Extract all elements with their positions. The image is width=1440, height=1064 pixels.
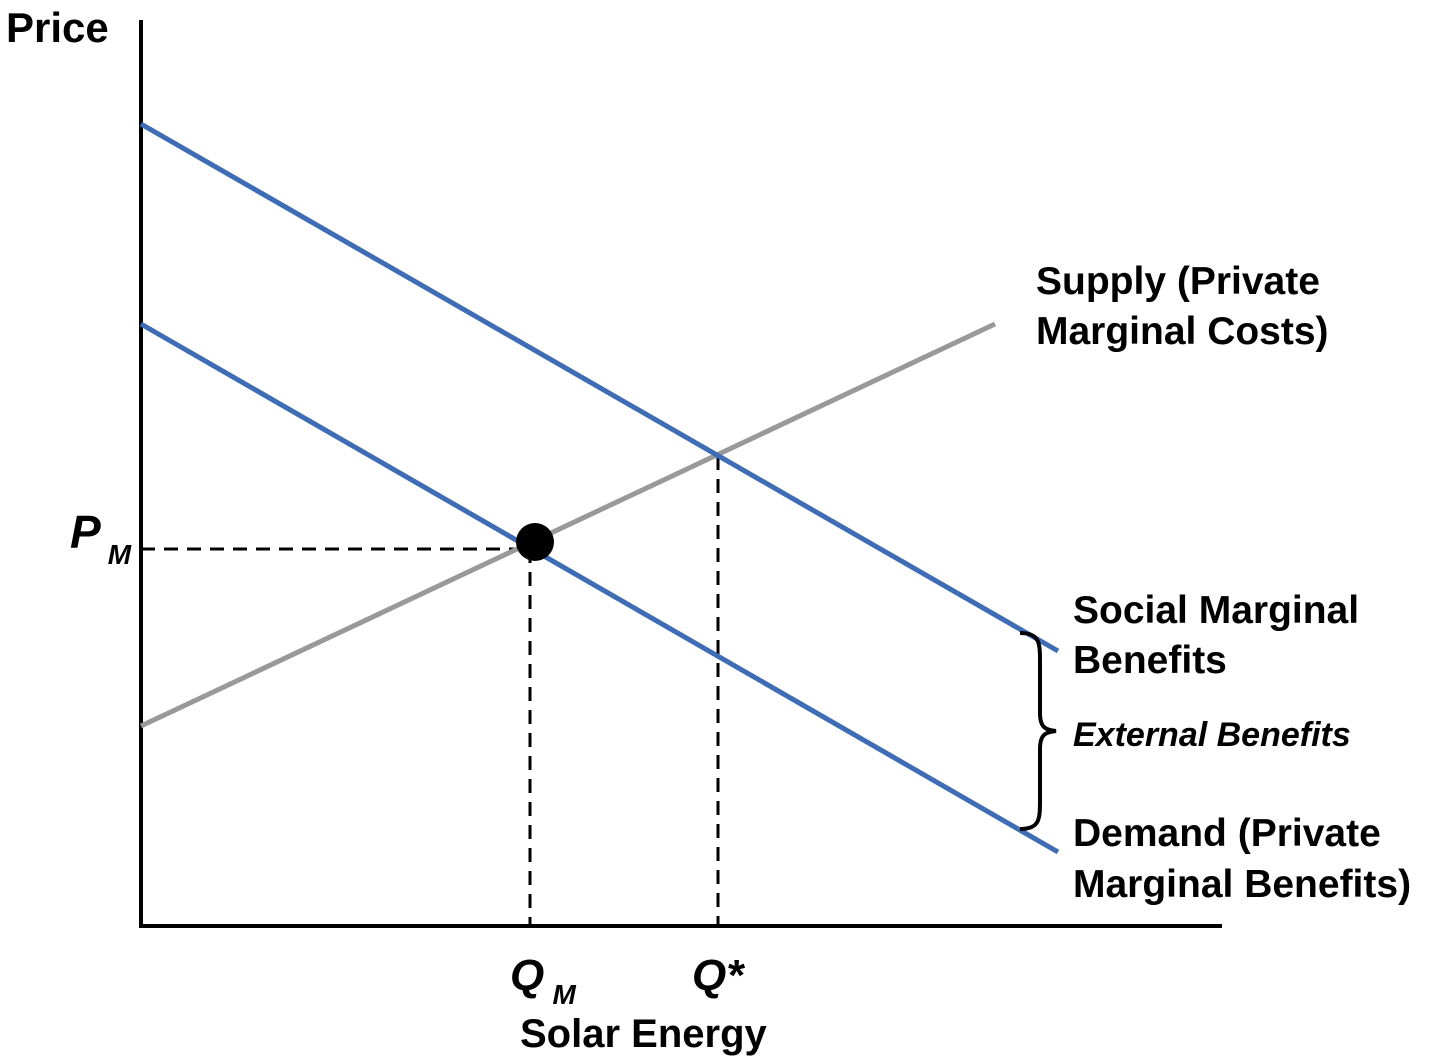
external-benefits-label: External Benefits: [1073, 716, 1351, 754]
quantity-optimal-label: Q*: [692, 951, 745, 1000]
quantity-market-main: Q: [510, 951, 544, 1000]
quantity-market-label: Q M: [510, 951, 576, 1010]
supply-curve: [139, 321, 997, 729]
social-marginal-benefits-curve: [139, 121, 1060, 654]
demand-label-line2: Marginal Benefits): [1073, 863, 1411, 906]
social-benefits-label-line1: Social Marginal: [1073, 589, 1359, 632]
demand-label-line1: Demand (Private: [1073, 812, 1381, 855]
x-axis-label: Solar Energy: [520, 1012, 768, 1056]
market-equilibrium-point: [516, 523, 554, 561]
price-market-sub: M: [108, 539, 132, 570]
quantity-market-sub: M: [552, 979, 576, 1010]
supply-label-line1: Supply (Private: [1036, 260, 1320, 303]
demand-curve: [139, 321, 1060, 855]
external-benefits-brace: [1019, 631, 1057, 831]
supply-label-line2: Marginal Costs): [1036, 310, 1329, 353]
y-axis-label: Price: [6, 4, 109, 51]
price-market-main: P: [70, 506, 101, 558]
social-benefits-label-line2: Benefits: [1073, 639, 1227, 682]
price-market-label: P M: [70, 506, 132, 570]
